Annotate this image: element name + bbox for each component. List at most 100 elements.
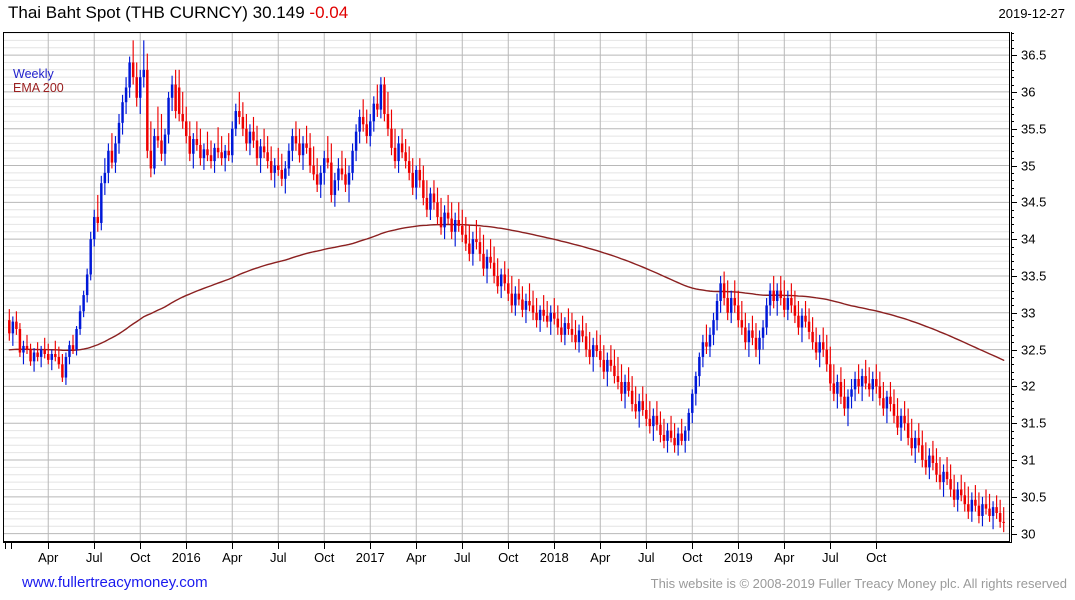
y-axis-label: 33.5 bbox=[1021, 268, 1047, 284]
y-axis-minor-tick bbox=[1011, 106, 1014, 108]
y-axis-minor-tick bbox=[1011, 320, 1014, 322]
y-axis-minor-tick bbox=[1011, 217, 1014, 219]
y-axis-minor-tick bbox=[1011, 121, 1014, 123]
y-axis-minor-tick bbox=[1011, 194, 1014, 196]
y-axis-tick bbox=[1011, 128, 1017, 130]
y-axis-minor-tick bbox=[1011, 445, 1014, 447]
y-axis-tick bbox=[1011, 202, 1017, 204]
x-axis-tick bbox=[186, 543, 188, 549]
legend-ema-200: EMA 200 bbox=[13, 81, 64, 95]
y-axis-minor-tick bbox=[1011, 290, 1014, 292]
y-axis-minor-tick bbox=[1011, 356, 1014, 358]
y-axis-label: 35.5 bbox=[1021, 121, 1047, 137]
x-axis-tick bbox=[324, 543, 326, 549]
y-axis-minor-tick bbox=[1011, 452, 1014, 454]
x-axis-label: 2016 bbox=[171, 550, 201, 565]
y-axis-minor-tick bbox=[1011, 379, 1014, 381]
y-axis-minor-tick bbox=[1011, 224, 1014, 226]
copyright-notice: This website is © 2008-2019 Fuller Treac… bbox=[650, 576, 1067, 591]
x-axis-label: Apr bbox=[590, 550, 611, 565]
x-axis-label: 2019 bbox=[723, 550, 753, 565]
x-axis-label: Jul bbox=[637, 550, 655, 565]
y-axis-minor-tick bbox=[1011, 504, 1014, 506]
x-axis-label: Oct bbox=[498, 550, 519, 565]
y-axis-tick bbox=[1011, 91, 1017, 93]
x-axis-tick bbox=[600, 543, 602, 549]
y-axis-tick bbox=[1011, 496, 1017, 498]
y-axis-label: 30.5 bbox=[1021, 489, 1047, 505]
y-axis-label: 35 bbox=[1021, 158, 1036, 174]
site-url-link[interactable]: www.fullertreacymoney.com bbox=[22, 574, 208, 591]
x-axis-label: Apr bbox=[406, 550, 427, 565]
y-axis-minor-tick bbox=[1011, 401, 1014, 403]
y-axis-minor-tick bbox=[1011, 246, 1014, 248]
y-axis-minor-tick bbox=[1011, 511, 1014, 513]
chart-plot-area[interactable]: Weekly EMA 200 bbox=[3, 32, 1010, 542]
y-axis-label: 34 bbox=[1021, 231, 1036, 247]
x-axis-tick bbox=[830, 543, 832, 549]
ema-200-line bbox=[8, 223, 1005, 361]
y-axis-minor-tick bbox=[1011, 99, 1014, 101]
y-axis-label: 31 bbox=[1021, 452, 1036, 468]
y-axis-minor-tick bbox=[1011, 489, 1014, 491]
x-axis-tick bbox=[416, 543, 418, 549]
y-axis-minor-tick bbox=[1011, 393, 1014, 395]
chart-header: Thai Baht Spot (THB CURNCY) 30.149 -0.04… bbox=[0, 0, 1075, 28]
y-axis-line bbox=[1011, 32, 1012, 543]
y-axis-minor-tick bbox=[1011, 364, 1014, 366]
y-axis-minor-tick bbox=[1011, 482, 1014, 484]
x-axis-tick bbox=[5, 543, 6, 549]
y-axis-minor-tick bbox=[1011, 474, 1014, 476]
y-axis-minor-tick bbox=[1011, 47, 1014, 49]
y-axis: 30 30.5 31 31.5 32 32.5 33 33.5 34 34.5 35 35.5 36 36… bbox=[1011, 32, 1075, 543]
y-axis-minor-tick bbox=[1011, 371, 1014, 373]
instrument-label: Thai Baht Spot (THB CURNCY) 30.149 bbox=[8, 3, 305, 22]
y-axis-minor-tick bbox=[1011, 430, 1014, 432]
chart-date: 2019-12-27 bbox=[998, 6, 1066, 21]
x-axis-tick bbox=[876, 543, 878, 549]
x-axis-label: Apr bbox=[222, 550, 243, 565]
y-axis-minor-tick bbox=[1011, 526, 1014, 528]
y-axis-minor-tick bbox=[1011, 187, 1014, 189]
x-axis-tick bbox=[11, 543, 12, 549]
x-axis-tick bbox=[554, 543, 556, 549]
y-axis-minor-tick bbox=[1011, 172, 1014, 174]
x-axis-tick bbox=[508, 543, 510, 549]
x-axis-tick bbox=[232, 543, 234, 549]
x-axis-label: Jul bbox=[269, 550, 287, 565]
y-axis-minor-tick bbox=[1011, 209, 1014, 211]
x-axis-label: 2017 bbox=[355, 550, 385, 565]
y-axis-minor-tick bbox=[1011, 113, 1014, 115]
y-axis-minor-tick bbox=[1011, 415, 1014, 417]
x-axis-label: Oct bbox=[866, 550, 887, 565]
chart-gridlines bbox=[4, 33, 1009, 541]
x-axis-label: Jul bbox=[453, 550, 471, 565]
x-axis-label: 2018 bbox=[539, 550, 569, 565]
y-axis-minor-tick bbox=[1011, 467, 1014, 469]
y-axis-minor-tick bbox=[1011, 62, 1014, 64]
x-axis-label: Jul bbox=[821, 550, 839, 565]
y-axis-minor-tick bbox=[1011, 253, 1014, 255]
y-axis-minor-tick bbox=[1011, 143, 1014, 145]
y-axis-minor-tick bbox=[1011, 408, 1014, 410]
chart-legend: Weekly EMA 200 bbox=[13, 67, 64, 95]
x-axis-tick bbox=[462, 543, 464, 549]
candlestick-series bbox=[8, 40, 1005, 533]
y-axis-minor-tick bbox=[1011, 327, 1014, 329]
y-axis-label: 33 bbox=[1021, 305, 1036, 321]
y-axis-tick bbox=[1011, 55, 1017, 57]
y-axis-minor-tick bbox=[1011, 334, 1014, 336]
y-axis-minor-tick bbox=[1011, 158, 1014, 160]
x-axis-tick bbox=[48, 543, 50, 549]
y-axis-label: 36.5 bbox=[1021, 47, 1047, 63]
y-axis-minor-tick bbox=[1011, 231, 1014, 233]
y-axis-label: 32.5 bbox=[1021, 342, 1047, 358]
x-axis-label: Apr bbox=[38, 550, 59, 565]
y-axis-label: 30 bbox=[1021, 526, 1036, 542]
y-axis-label: 36 bbox=[1021, 84, 1036, 100]
y-axis-minor-tick bbox=[1011, 84, 1014, 86]
x-axis-tick bbox=[692, 543, 694, 549]
y-axis-tick bbox=[1011, 386, 1017, 388]
y-axis-minor-tick bbox=[1011, 518, 1014, 520]
